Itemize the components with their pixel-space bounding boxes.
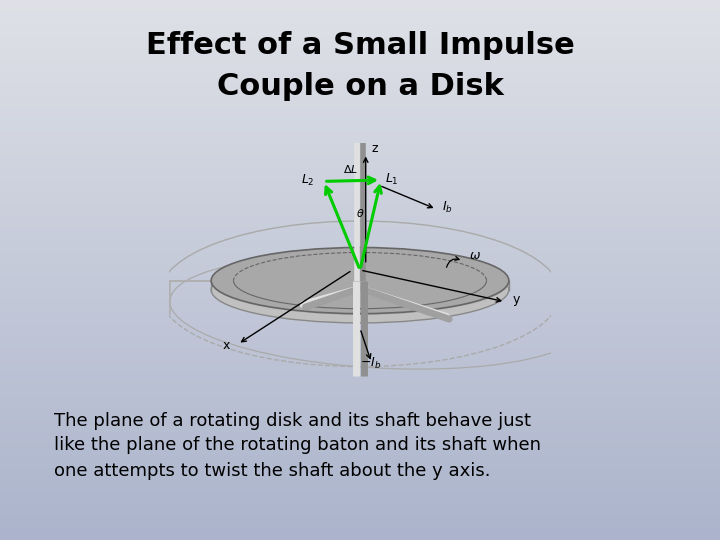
Text: $I_b$: $I_b$ (442, 199, 453, 214)
Ellipse shape (211, 247, 509, 314)
Text: Effect of a Small Impulse: Effect of a Small Impulse (145, 31, 575, 60)
Text: $L_2$: $L_2$ (301, 173, 315, 188)
Ellipse shape (211, 256, 509, 323)
Text: $L_1$: $L_1$ (384, 172, 398, 187)
Text: $-I_b$: $-I_b$ (360, 355, 382, 370)
Text: y: y (513, 293, 520, 306)
Text: $\Delta L$: $\Delta L$ (343, 164, 358, 176)
Text: $\omega$: $\omega$ (469, 249, 481, 262)
Text: z: z (372, 142, 378, 156)
Text: $\theta$: $\theta$ (356, 207, 365, 219)
Text: x: x (222, 339, 230, 353)
Text: The plane of a rotating disk and its shaft behave just
like the plane of the rot: The plane of a rotating disk and its sha… (54, 411, 541, 480)
Text: Couple on a Disk: Couple on a Disk (217, 72, 503, 101)
